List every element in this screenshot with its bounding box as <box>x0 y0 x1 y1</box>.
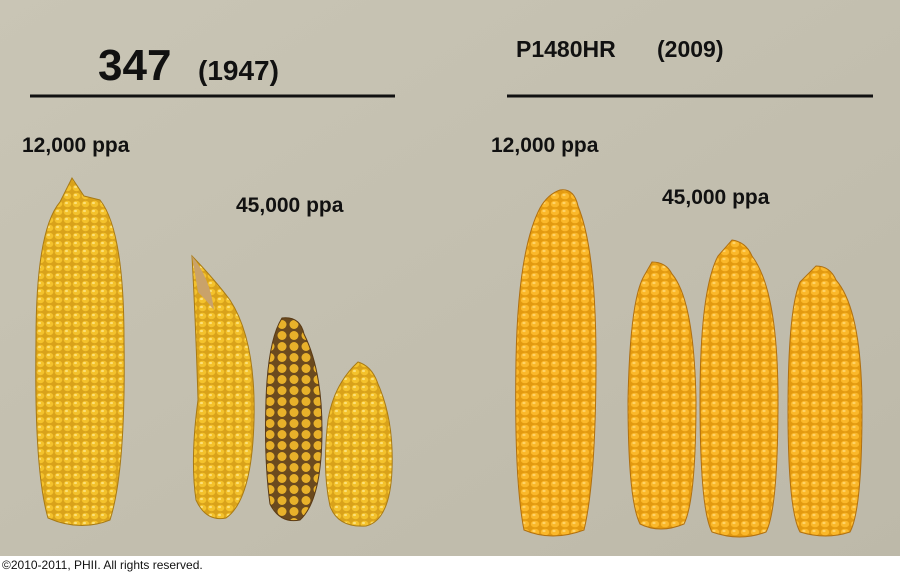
husk <box>192 256 214 310</box>
copyright: ©2010-2011, PHII. All rights reserved. <box>2 558 203 572</box>
density-label: 12,000 ppa <box>491 134 599 157</box>
corn-ear <box>35 177 125 527</box>
corn-ear <box>787 265 863 537</box>
hybrid-year: (1947) <box>198 55 279 86</box>
corn-ear <box>699 239 779 538</box>
hybrid-title: 347 <box>98 41 171 90</box>
density-label: 12,000 ppa <box>22 134 130 157</box>
corn-ear <box>191 254 255 520</box>
density-label: 45,000 ppa <box>662 186 770 209</box>
density-label: 45,000 ppa <box>236 194 344 217</box>
hybrid-title: P1480HR <box>516 36 616 62</box>
hybrid-year: (2009) <box>657 36 723 62</box>
corn-ear <box>324 361 393 527</box>
corn-ear <box>265 317 323 522</box>
corn-ear <box>627 261 697 530</box>
corn-ear <box>515 189 597 537</box>
